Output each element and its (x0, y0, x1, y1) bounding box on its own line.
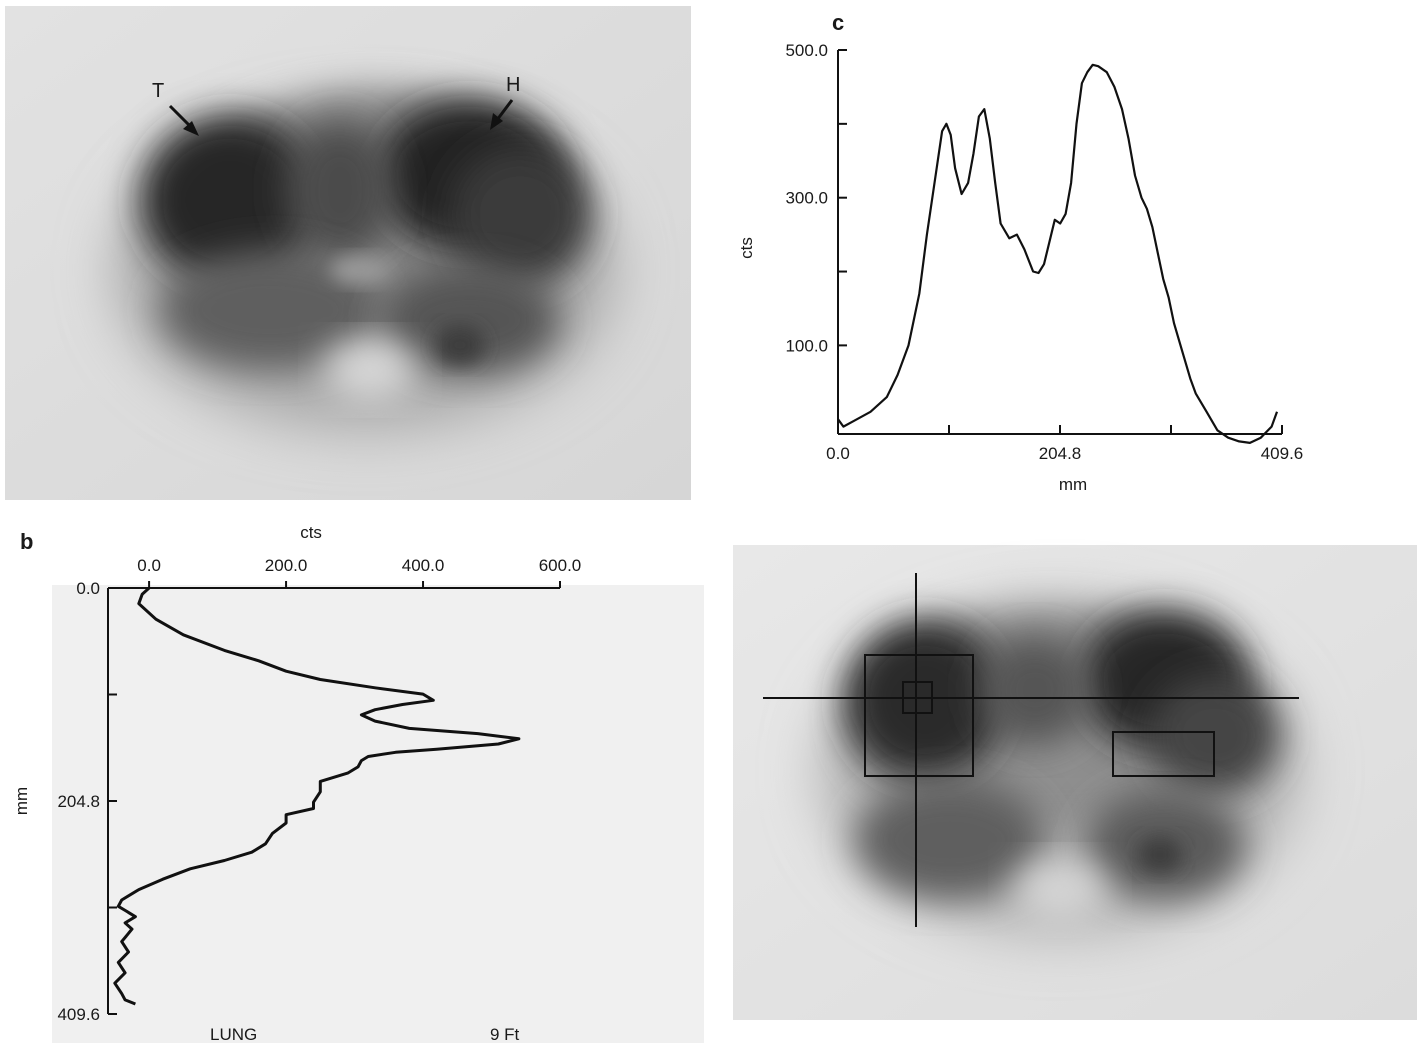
chart-c-x-tick-label: 204.8 (1039, 444, 1082, 463)
marker-h-arrow-head (490, 113, 503, 130)
chart-c-x-axis-label: mm (1059, 475, 1087, 494)
chart-b-y-tick-label: 409.6 (57, 1005, 100, 1024)
chart-b-x-tick-label: 200.0 (265, 556, 308, 575)
panel-c-letter: c (832, 10, 844, 35)
marker-h: H (490, 74, 520, 130)
marker-t-arrow-head (183, 121, 199, 136)
panel-d: d (733, 545, 1417, 1020)
chart-b-x-tick-label: 400.0 (402, 556, 445, 575)
chart-c-x-tick-label: 0.0 (826, 444, 850, 463)
panel-b-footer-left: LUNG (210, 1025, 257, 1044)
chart-b-y-tick-label: 0.0 (76, 579, 100, 598)
chart-b-x-axis-label: cts (300, 523, 322, 542)
chart-b-y-tick-label: 204.8 (57, 792, 100, 811)
roi-small-box (902, 681, 933, 714)
chart-c-y-tick-label: 100.0 (785, 336, 828, 355)
chart-b-profile-line (113, 586, 521, 1006)
chart-b: 0.0 200.0 400.0 600.0 0.0 204.8 409.6 cts mm (12, 523, 581, 1024)
marker-t: T (152, 80, 199, 136)
marker-h-arrow-shaft (495, 99, 514, 121)
roi-background-box (1112, 731, 1215, 777)
chart-c-x-tick-label: 409.6 (1261, 444, 1304, 463)
panel-a-scan-image (115, 90, 615, 430)
panel-b-letter: b (20, 529, 33, 554)
panel-c: c 0.0 204.8 409.6 500.0 300.0 100.0 mm cts (737, 10, 1303, 494)
chart-b-y-axis-label: mm (12, 787, 31, 815)
chart-c-y-tick-label: 300.0 (785, 189, 828, 208)
chart-c: 0.0 204.8 409.6 500.0 300.0 100.0 mm cts (737, 41, 1303, 494)
chart-b-x-tick-label: 600.0 (539, 556, 582, 575)
marker-h-label: H (506, 74, 520, 96)
panel-b-background (52, 585, 704, 1043)
panel-a: a T H (5, 4, 691, 500)
chart-c-y-axis-label: cts (737, 237, 756, 259)
chart-b-x-tick-label: 0.0 (137, 556, 161, 575)
chart-c-profile-line (837, 63, 1279, 444)
panel-b: b 0.0 200.0 400.0 600.0 0.0 204.8 409.6 cts mm L… (12, 523, 704, 1044)
chart-c-y-tick-label: 500.0 (785, 41, 828, 60)
roi-large-box (864, 654, 974, 777)
panel-b-footer-right: 9 Ft (490, 1025, 520, 1044)
marker-t-label: T (152, 80, 164, 102)
